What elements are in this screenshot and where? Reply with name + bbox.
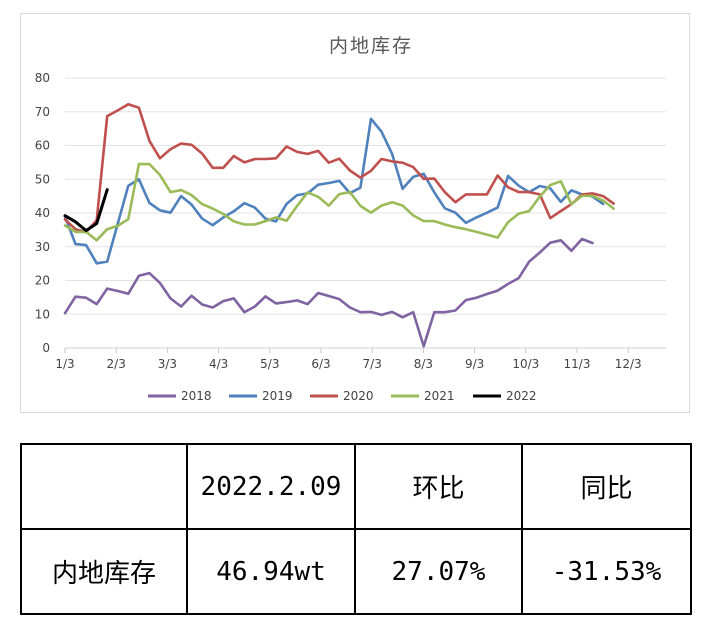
stats-table: 2022.2.09 环比 同比 内地库存 46.94wt 27.07% -31.…	[20, 443, 692, 615]
table-row-label: 内地库存	[20, 528, 188, 615]
table-yoy-header: 同比	[521, 443, 692, 530]
series-line-2022	[63, 188, 109, 233]
series-line-2021	[63, 162, 615, 242]
x-tick-label: 11/3	[564, 357, 591, 371]
series-line-2018	[63, 237, 594, 348]
legend-label-2019: 2019	[262, 389, 293, 403]
y-tick-label: 0	[42, 341, 50, 355]
chart-title: 内地库存	[329, 35, 413, 57]
x-tick-label: 1/3	[55, 357, 74, 371]
x-tick-label: 12/3	[615, 357, 642, 371]
x-tick-label: 8/3	[414, 357, 433, 371]
legend: 2018 2019 2020 2021 2022	[148, 389, 537, 403]
x-tick-label: 10/3	[512, 357, 539, 371]
y-tick-label: 80	[35, 71, 50, 85]
table-header-row: 2022.2.09 环比 同比	[20, 443, 692, 530]
x-tick-label: 6/3	[311, 357, 330, 371]
y-tick-label: 60	[35, 139, 50, 153]
line-chart: 内地库存 0 10 20 30 40 50 60 70 80 1/3 2/3 3/3 4/3 5/3 6/…	[35, 35, 666, 403]
y-axis-ticks: 0 10 20 30 40 50 60 70 80	[35, 71, 50, 355]
table-mom-header: 环比	[354, 443, 523, 530]
x-axis-ticks: 1/3 2/3 3/3 4/3 5/3 6/3 7/3 8/3 9/3 10/3 11/3 12/3	[55, 348, 642, 371]
table-yoy-value: -31.53%	[521, 528, 692, 615]
x-tick-label: 9/3	[465, 357, 484, 371]
y-tick-label: 30	[35, 240, 50, 254]
series-line-2019	[63, 117, 605, 265]
grid-lines	[65, 77, 666, 349]
table-mom-value: 27.07%	[354, 528, 523, 615]
y-tick-label: 50	[35, 172, 50, 186]
y-tick-label: 70	[35, 105, 50, 119]
legend-label-2021: 2021	[424, 389, 455, 403]
table-row: 内地库存 46.94wt 27.07% -31.53%	[20, 528, 692, 615]
series-line-2020	[63, 103, 615, 234]
x-tick-label: 2/3	[107, 357, 126, 371]
chart-frame: 内地库存 0 10 20 30 40 50 60 70 80 1/3 2/3 3/3 4/3 5/3 6/…	[20, 13, 690, 413]
x-tick-label: 5/3	[260, 357, 279, 371]
y-tick-label: 20	[35, 274, 50, 288]
table-date-header: 2022.2.09	[186, 443, 356, 530]
legend-label-2020: 2020	[343, 389, 374, 403]
y-tick-label: 40	[35, 206, 50, 220]
series-lines	[63, 103, 615, 348]
y-tick-label: 10	[35, 307, 50, 321]
table-inventory-value: 46.94wt	[186, 528, 356, 615]
legend-label-2022: 2022	[506, 389, 537, 403]
legend-label-2018: 2018	[181, 389, 212, 403]
table-corner-cell	[20, 443, 188, 530]
x-tick-label: 4/3	[209, 357, 228, 371]
x-tick-label: 7/3	[363, 357, 382, 371]
x-tick-label: 3/3	[158, 357, 177, 371]
